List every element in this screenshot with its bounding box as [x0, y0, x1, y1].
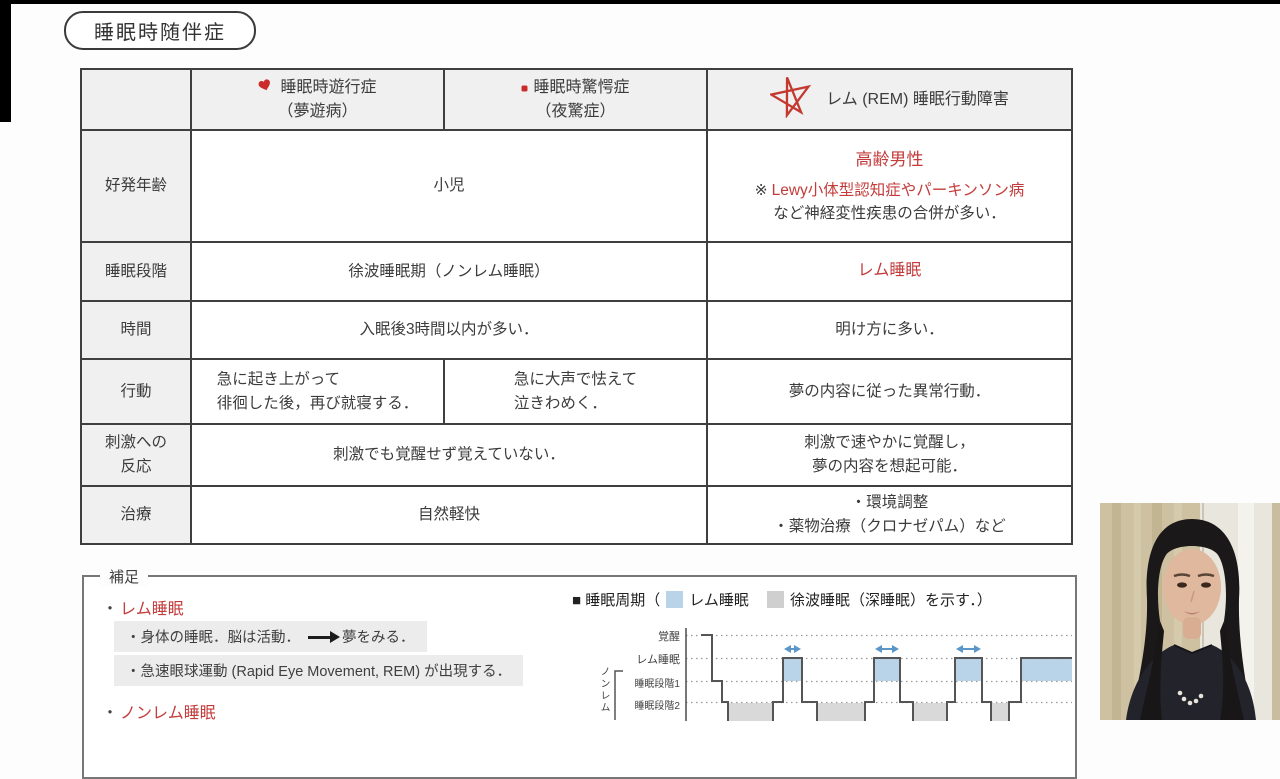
row-stimulus-label: 刺激への 反応 [80, 423, 192, 488]
bullet: ・ [102, 601, 119, 618]
red-star-icon [768, 74, 812, 125]
behavior-terror-cell: 急に大声で怯えて 泣きわめく． [443, 358, 708, 426]
stage-nonrem-cell: 徐波睡眠期（ノンレム睡眠） [190, 241, 708, 303]
letterbox-left-bar [0, 0, 11, 122]
supplement-nonrem-title: ノンレム睡眠 [120, 705, 216, 722]
stage-rbd-cell: レム睡眠 [706, 241, 1073, 303]
red-dot-icon [521, 76, 528, 99]
ylabel-stage2: 睡眠段階2 [634, 701, 680, 712]
treatment-nonrem-cell: 自然軽快 [190, 485, 708, 546]
red-heart-icon [258, 76, 272, 99]
stimulus-rbd-line1: 刺激で速やかに覚醒し， [804, 434, 975, 452]
behavior-terror-line2: 泣きわめく． [513, 394, 607, 412]
stimulus-label-line2: 反応 [120, 458, 152, 476]
page-title: 睡眠時随伴症 [64, 11, 256, 50]
reference-mark: ※ [754, 181, 768, 199]
row-treatment-label: 治療 [80, 485, 192, 546]
row-age: 好発年齢 小児 高齢男性 ※ Lewy小体型認知症やパーキンソン病 など神経変性疾… [80, 129, 1073, 244]
header-rbd-title: レム (REM) 睡眠行動障害 [826, 90, 1009, 108]
header-terror-sub: （夜驚症） [535, 102, 616, 120]
stimulus-nonrem-cell: 刺激でも覚醒せず覚えていない． [190, 423, 708, 488]
row-stage-label: 睡眠段階 [80, 241, 192, 303]
time-nonrem-cell: 入眠後3時間以内が多い． [190, 300, 708, 361]
ylabel-nonrem-group: ノンレム [598, 666, 609, 714]
header-rbd: レム (REM) 睡眠行動障害 [706, 67, 1073, 132]
behavior-walk-line2: 徘徊した後，再び就寝する． [216, 394, 419, 412]
row-behavior: 行動 急に起き上がって 徘徊した後，再び就寝する． 急に大声で怯えて 泣きわめく… [80, 358, 1073, 426]
age-children-cell: 小児 [190, 129, 708, 244]
age-rbd-note-rest: など神経変性疾患の合併が多い． [773, 204, 1006, 222]
hypnogram-chart [685, 628, 1072, 721]
legend-sws-label: 徐波睡眠（深睡眠）を示す．） [789, 592, 992, 609]
rem-color-swatch [666, 591, 684, 608]
row-stimulus: 刺激への 反応 刺激でも覚醒せず覚えていない． 刺激で速やかに覚醒し， 夢の内容… [80, 423, 1073, 488]
rem-point1-post: 夢をみる． [342, 630, 415, 646]
row-stage: 睡眠段階 徐波睡眠期（ノンレム睡眠） レム睡眠 [80, 241, 1073, 303]
ylabel-stage1: 睡眠段階1 [634, 679, 680, 690]
presenter-video [1100, 503, 1280, 720]
behavior-terror-line1: 急に大声で怯えて [513, 370, 638, 388]
supplement-rem-point2: ・急速眼球運動 (Rapid Eye Movement, REM) が出現する． [114, 655, 524, 686]
age-rbd-note: ※ Lewy小体型認知症やパーキンソン病 [714, 179, 1065, 202]
header-sleepwalking: 睡眠時遊行症 （夢遊病） [190, 67, 445, 132]
header-terror: 睡眠時驚愕症 （夜驚症） [443, 67, 708, 132]
supplement-box-label: 補足 [100, 566, 149, 587]
behavior-sleepwalking-cell: 急に起き上がって 徘徊した後，再び就寝する． [190, 358, 445, 426]
sleep-cycle-legend: ■ 睡眠周期（ レム睡眠 徐波睡眠（深睡眠）を示す．） [572, 589, 992, 610]
behavior-walk-line1: 急に起き上がって [216, 370, 340, 388]
supplement-rem-point1: ・身体の睡眠．脳は活動． 夢をみる． [114, 621, 427, 652]
presenter-illustration [1100, 503, 1280, 720]
nonrem-bracket [614, 670, 623, 720]
header-sleepwalking-sub: （夢遊病） [277, 102, 358, 120]
supplement-rem-heading: ・レム睡眠 [102, 595, 184, 619]
treatment-rbd-line2: ・薬物治療（クロナゼパム）など [773, 518, 1006, 536]
behavior-rbd-cell: 夢の内容に従った異常行動． [706, 358, 1073, 426]
ylabel-rem: レム睡眠 [636, 654, 680, 666]
header-sleepwalking-title: 睡眠時遊行症 [280, 79, 377, 97]
row-behavior-label: 行動 [80, 358, 192, 426]
stimulus-rbd-cell: 刺激で速やかに覚醒し， 夢の内容を想起可能． [706, 423, 1073, 488]
rem-point1-pre: ・身体の睡眠．脳は活動． [126, 630, 300, 646]
header-terror-title: 睡眠時驚愕症 [533, 79, 630, 97]
legend-prefix: ■ 睡眠周期（ [572, 592, 661, 609]
supplement-rem-title: レム睡眠 [120, 601, 184, 618]
row-treatment: 治療 自然軽快 ・環境調整 ・薬物治療（クロナゼパム）など [80, 485, 1073, 546]
treatment-rbd-line1: ・環境調整 [850, 494, 929, 512]
row-time-label: 時間 [80, 300, 192, 361]
sws-color-swatch [766, 591, 784, 608]
age-rbd-main: 高齢男性 [855, 150, 924, 170]
header-empty-cell [80, 67, 192, 132]
ylabel-wake: 覚醒 [658, 631, 680, 643]
supplement-nonrem-heading: ・ノンレム睡眠 [102, 699, 216, 723]
right-arrow-icon [308, 630, 340, 643]
letterbox-top-bar [0, 0, 1280, 4]
time-rbd-cell: 明け方に多い． [706, 300, 1073, 361]
table-header-row: 睡眠時遊行症 （夢遊病） 睡眠時驚愕症 （夜驚症） レム (REM) 睡眠行動障… [80, 67, 1073, 132]
bullet: ・ [102, 705, 119, 722]
row-age-label: 好発年齢 [80, 129, 192, 244]
row-time: 時間 入眠後3時間以内が多い． 明け方に多い． [80, 300, 1073, 361]
age-rbd-note-red: Lewy小体型認知症やパーキンソン病 [771, 181, 1025, 199]
stimulus-label-line1: 刺激への [104, 434, 167, 452]
treatment-rbd-cell: ・環境調整 ・薬物治療（クロナゼパム）など [706, 485, 1073, 546]
stimulus-rbd-line2: 夢の内容を想起可能． [811, 458, 967, 476]
age-rbd-cell: 高齢男性 ※ Lewy小体型認知症やパーキンソン病 など神経変性疾患の合併が多い． [706, 129, 1073, 244]
legend-rem-label: レム睡眠 [689, 592, 749, 609]
parasomnia-comparison-table: 睡眠時遊行症 （夢遊病） 睡眠時驚愕症 （夜驚症） レム (REM) 睡眠行動障… [80, 67, 1073, 546]
